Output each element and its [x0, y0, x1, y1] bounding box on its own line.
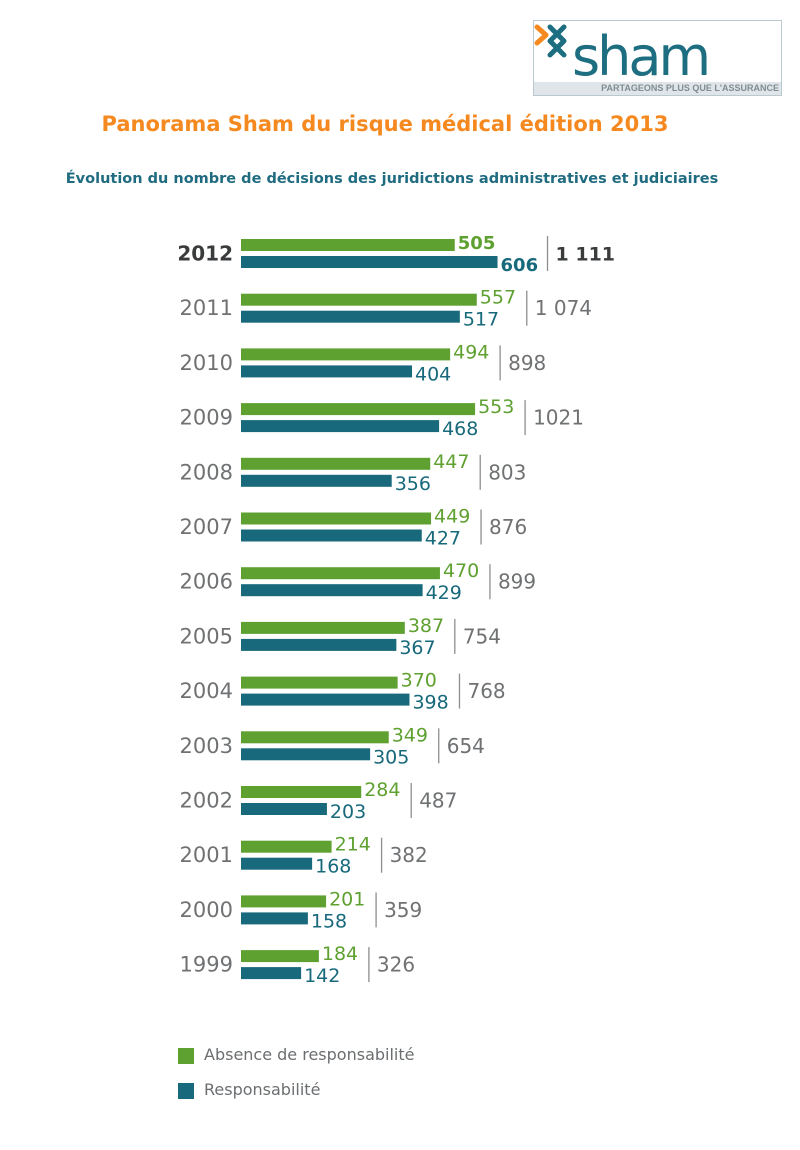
- value-label-responsabilite: 203: [330, 801, 366, 823]
- bar-absence: [241, 457, 431, 470]
- year-label: 2007: [180, 515, 233, 539]
- value-label-absence: 449: [434, 506, 470, 528]
- year-label: 2000: [180, 898, 233, 922]
- total-label: 654: [447, 734, 485, 758]
- bar-absence: [241, 403, 476, 416]
- value-label-absence: 447: [433, 451, 469, 473]
- page-title: Panorama Sham du risque médical édition …: [101, 112, 669, 136]
- value-label-responsabilite: 367: [399, 637, 435, 659]
- value-label-absence: 214: [335, 834, 371, 856]
- value-label-absence: 387: [408, 615, 444, 637]
- year-label: 2010: [180, 351, 233, 375]
- total-label: 1 111: [556, 244, 616, 266]
- bar-responsabilite: [241, 693, 410, 706]
- bar-absence: [241, 293, 477, 306]
- total-label: 326: [377, 953, 415, 977]
- year-label: 2009: [180, 406, 233, 430]
- sham-logo: sham PARTAGEONS PLUS QUE L'ASSURANCE: [533, 20, 782, 96]
- total-label: 1 074: [535, 296, 592, 320]
- value-label-responsabilite: 404: [415, 363, 451, 385]
- value-label-absence: 553: [478, 396, 514, 418]
- legend-label-responsabilite: Responsabilité: [204, 1080, 321, 1099]
- bar-absence: [241, 676, 398, 689]
- bar-absence: [241, 840, 332, 853]
- total-label: 803: [488, 460, 526, 484]
- bar-absence: [241, 895, 327, 908]
- year-label: 2004: [180, 679, 233, 703]
- total-label: 898: [508, 351, 546, 375]
- bar-absence: [241, 348, 451, 361]
- bar-absence: [241, 567, 440, 580]
- bar-responsabilite: [241, 365, 413, 378]
- total-label: 899: [498, 570, 536, 594]
- total-label: 1021: [533, 406, 584, 430]
- value-label-responsabilite: 398: [412, 692, 448, 714]
- bar-responsabilite: [241, 638, 397, 651]
- year-label: 2003: [180, 734, 233, 758]
- value-label-responsabilite: 429: [426, 582, 462, 604]
- value-label-absence: 505: [458, 233, 496, 254]
- value-label-responsabilite: 158: [311, 910, 347, 932]
- year-label: 2001: [180, 843, 233, 867]
- bar-responsabilite: [241, 310, 460, 323]
- value-label-responsabilite: 356: [395, 473, 431, 495]
- sham-cross-icon: [534, 24, 567, 58]
- value-label-responsabilite: 168: [315, 856, 351, 878]
- value-label-absence: 370: [401, 670, 437, 692]
- chart-subtitle: Évolution du nombre de décisions des jur…: [65, 171, 719, 187]
- bar-absence: [241, 512, 432, 525]
- bar-responsabilite: [241, 474, 392, 487]
- total-label: 876: [489, 515, 527, 539]
- bar-responsabilite: [241, 584, 423, 597]
- bar-absence: [241, 621, 405, 634]
- bar-responsabilite: [241, 967, 302, 980]
- logo-wordmark: sham: [572, 25, 711, 88]
- value-label-absence: 470: [443, 560, 479, 582]
- year-label: 2002: [180, 789, 233, 813]
- value-label-absence: 557: [480, 287, 516, 309]
- value-label-responsabilite: 517: [463, 309, 499, 331]
- total-label: 754: [463, 624, 501, 648]
- bar-responsabilite: [241, 529, 422, 542]
- year-label: 2012: [177, 242, 233, 266]
- total-label: 768: [467, 679, 505, 703]
- value-label-responsabilite: 468: [442, 418, 478, 440]
- legend-swatch-absence: [178, 1048, 194, 1064]
- value-label-responsabilite: 606: [501, 255, 539, 276]
- value-label-absence: 184: [322, 943, 358, 965]
- value-label-absence: 284: [364, 779, 400, 801]
- logo-tagline: PARTAGEONS PLUS QUE L'ASSURANCE: [534, 82, 781, 95]
- year-label: 2011: [180, 296, 233, 320]
- bar-absence: [241, 239, 455, 251]
- legend-label-absence: Absence de responsabilité: [204, 1045, 415, 1064]
- bar-absence: [241, 950, 319, 963]
- bar-responsabilite: [241, 420, 440, 433]
- year-label: 2008: [180, 460, 233, 484]
- bar-responsabilite: [241, 803, 327, 815]
- total-label: 382: [390, 843, 428, 867]
- legend-swatch-responsabilite: [178, 1083, 194, 1099]
- total-label: 487: [419, 789, 457, 813]
- year-label: 1999: [180, 953, 233, 977]
- value-label-absence: 494: [453, 341, 489, 363]
- bar-responsabilite: [241, 256, 498, 268]
- total-label: 359: [384, 898, 422, 922]
- value-label-absence: 201: [329, 888, 365, 910]
- bar-responsabilite: [241, 857, 313, 870]
- year-label: 2006: [180, 570, 233, 594]
- year-label: 2005: [180, 624, 233, 648]
- value-label-absence: 349: [392, 724, 428, 746]
- bar-absence: [241, 786, 362, 798]
- bar-absence: [241, 731, 389, 744]
- bar-responsabilite: [241, 912, 308, 925]
- value-label-responsabilite: 305: [373, 746, 409, 768]
- value-label-responsabilite: 142: [304, 965, 340, 987]
- value-label-responsabilite: 427: [425, 528, 461, 550]
- bar-responsabilite: [241, 748, 371, 761]
